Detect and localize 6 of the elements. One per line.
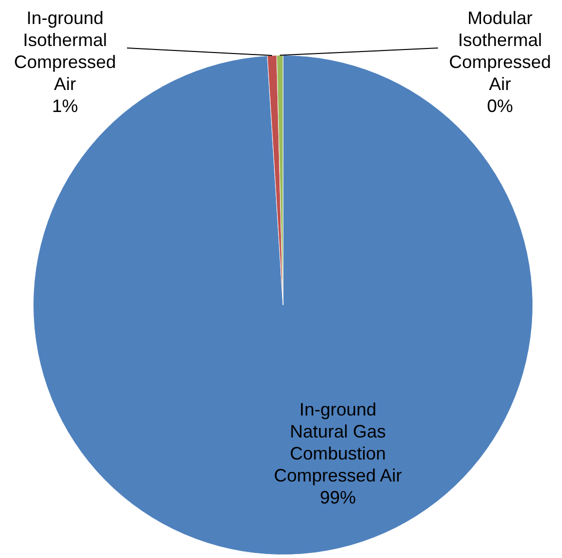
data-label: 0%	[486, 96, 514, 116]
slice-label: In-ground Natural Gas Combustion Compressed Air	[274, 400, 402, 486]
data-label: 1%	[52, 96, 78, 116]
slice-label: In-ground Isothermal Compressed Air	[14, 8, 116, 94]
data-label: 99%	[320, 488, 356, 508]
slice-label: Modular Isothermal Compressed Air	[448, 8, 552, 94]
